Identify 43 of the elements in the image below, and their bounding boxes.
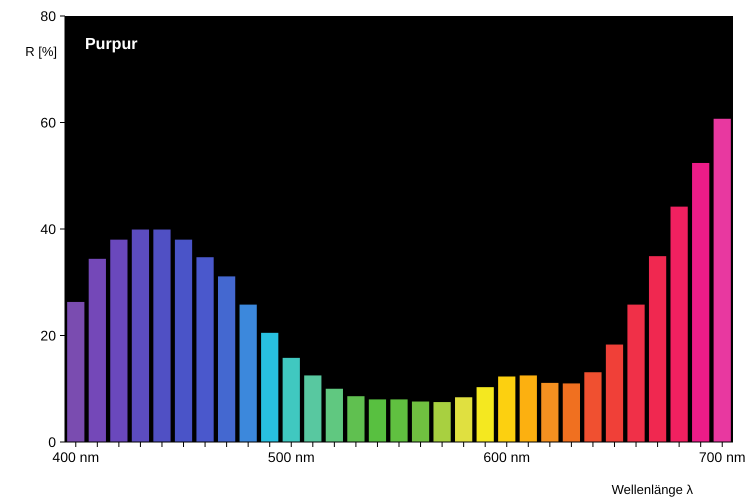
bar xyxy=(562,383,580,442)
bar xyxy=(412,402,430,442)
bar xyxy=(584,372,602,442)
bar xyxy=(714,118,731,442)
bar xyxy=(368,399,386,442)
bar xyxy=(476,387,494,442)
bar xyxy=(692,162,710,442)
y-tick-label: 40 xyxy=(40,220,56,237)
bar xyxy=(110,240,128,442)
x-tick-label: 400 nm xyxy=(52,449,100,465)
bar xyxy=(498,376,516,442)
bar xyxy=(455,397,472,442)
bar xyxy=(218,276,236,442)
bar xyxy=(541,382,558,442)
bar xyxy=(304,375,322,442)
bar xyxy=(326,388,343,442)
x-axis-title: Wellenlänge λ xyxy=(612,482,694,497)
bar xyxy=(648,256,666,442)
y-axis-title: R [%] xyxy=(25,44,57,59)
y-tick-label: 60 xyxy=(40,114,56,130)
y-tick-label: 80 xyxy=(40,8,56,24)
bar xyxy=(670,206,688,442)
bar xyxy=(606,344,624,442)
x-tick-label: 600 nm xyxy=(483,449,530,465)
bar xyxy=(520,375,537,442)
bar xyxy=(196,257,214,442)
bar xyxy=(240,304,257,442)
bar xyxy=(174,240,192,442)
bar xyxy=(282,358,300,442)
bar xyxy=(67,302,84,442)
bar xyxy=(627,304,645,442)
bar xyxy=(132,230,150,442)
bar xyxy=(433,402,451,442)
bar xyxy=(261,332,278,442)
bar xyxy=(88,258,106,442)
text: Purpur xyxy=(85,36,138,53)
bar xyxy=(347,396,365,442)
y-tick-label: 20 xyxy=(40,327,56,344)
x-tick-label: 500 nm xyxy=(268,449,315,465)
y-tick-label: 0 xyxy=(48,434,56,450)
x-tick-label: 700 nm xyxy=(698,449,746,465)
bar xyxy=(390,399,408,442)
bar xyxy=(153,230,171,442)
